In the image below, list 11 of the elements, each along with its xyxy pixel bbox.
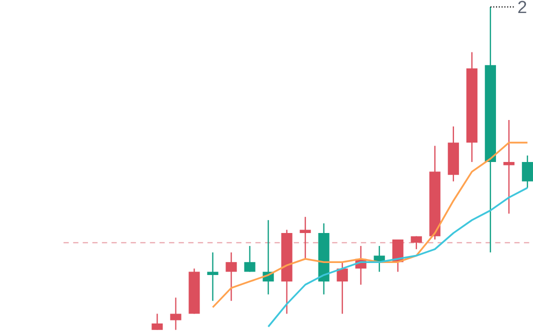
candlestick (226, 252, 237, 302)
candlestick (503, 120, 514, 214)
candlestick (170, 297, 182, 331)
candlestick (410, 236, 422, 250)
candlestick (522, 155, 533, 189)
annotation: 2 (518, 1, 526, 14)
candlestick (300, 216, 311, 260)
candlestick (244, 246, 256, 273)
candlestick (336, 262, 348, 315)
candlestick (207, 252, 218, 302)
candlestick (152, 313, 163, 331)
